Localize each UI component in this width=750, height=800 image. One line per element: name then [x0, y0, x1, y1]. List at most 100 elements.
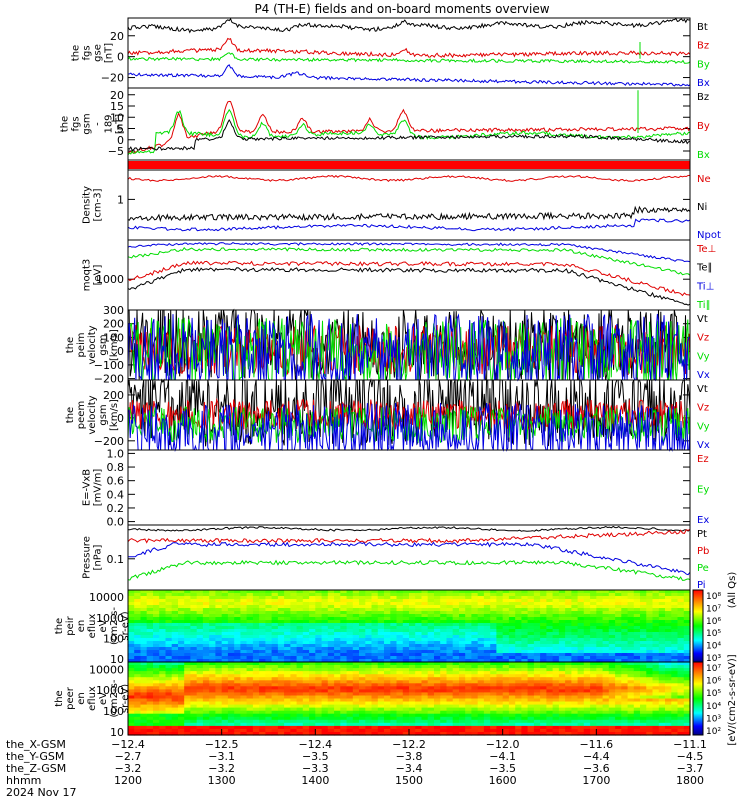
- electron-spectrogram-cells-cell: [171, 710, 179, 715]
- electron-spectrogram-cells-cell: [365, 701, 373, 706]
- ion-spectrogram-cells-cell: [640, 650, 647, 654]
- ion-spectrogram-cells-cell: [402, 614, 410, 618]
- ion-spectrogram-cells-cell: [446, 614, 454, 618]
- electron-spectrogram-cells-cell: [502, 692, 510, 696]
- electron-spectrogram-cells-cell: [621, 704, 629, 709]
- electron-spectrogram-cells-cell: [434, 692, 441, 696]
- electron-spectrogram-cells-cell: [390, 722, 398, 727]
- electron-spectrogram-cells-cell: [515, 668, 522, 672]
- electron-spectrogram-cells-cell: [277, 732, 285, 736]
- electron-spectrogram-cells-cell: [271, 662, 279, 666]
- ion-spectrogram-cells-cell: [577, 620, 585, 624]
- electron-spectrogram-cells-cell: [615, 695, 622, 700]
- ion-spectrogram-cells-cell: [377, 593, 385, 597]
- electron-spectrogram-cells-cell: [496, 683, 504, 687]
- ion-spectrogram-cells-cell: [396, 629, 404, 633]
- electron-spectrogram-cells-cell: [565, 722, 572, 727]
- ion-spectrogram-cells-cell: [128, 617, 135, 621]
- ytick-label-electron-velocity-2: −200: [94, 435, 124, 448]
- ion-spectrogram-cells-cell: [671, 629, 679, 633]
- ion-spectrogram-cells-cell: [546, 602, 554, 606]
- electron-spectrogram-cells-cell: [633, 680, 641, 684]
- ion-spectrogram-cells-cell: [215, 626, 223, 630]
- ion-spectrogram-cells-cell: [602, 629, 610, 633]
- ion-spectrogram-cells-cell: [302, 596, 310, 600]
- ion-spectrogram-cells-cell: [508, 650, 516, 654]
- ion-spectrogram-cells-cell: [452, 590, 460, 594]
- ion-spectrogram-cells-cell: [365, 602, 373, 606]
- electron-spectrogram-cells-cell: [627, 686, 635, 690]
- electron-spectrogram-cells-cell: [646, 707, 654, 712]
- electron-spectrogram-cells-cell: [190, 698, 198, 703]
- ion-spectrogram-cells-cell: [515, 614, 522, 618]
- ion-spectrogram-cells-cell: [665, 632, 672, 636]
- ion-spectrogram-cells-cell: [596, 611, 604, 615]
- ion-spectrogram-cells-cell: [340, 602, 348, 606]
- ion-spectrogram-cells-cell: [652, 593, 660, 597]
- ion-spectrogram-cells-cell: [277, 608, 285, 612]
- ion-spectrogram-cells-cell: [621, 659, 629, 663]
- ion-spectrogram-cells-cell: [421, 611, 429, 615]
- ion-spectrogram-cells-cell: [590, 629, 597, 633]
- ion-spectrogram-cells-cell: [665, 659, 672, 663]
- electron-spectrogram-cells-cell: [527, 704, 535, 709]
- electron-spectrogram-cells-cell: [215, 707, 223, 712]
- electron-spectrogram-cells-cell: [165, 722, 173, 727]
- ion-spectrogram-cells-cell: [459, 647, 466, 651]
- ion-spectrogram-cells-cell: [652, 602, 660, 606]
- ion-spectrogram-cells-cell: [558, 647, 566, 651]
- electron-spectrogram-cells-cell: [334, 725, 341, 730]
- ion-spectrogram-cells-cell: [590, 626, 597, 630]
- ion-spectrogram-cells-cell: [640, 605, 647, 609]
- electron-spectrogram-cells-cell: [596, 665, 604, 669]
- ion-spectrogram-cells-cell: [602, 656, 610, 660]
- ion-spectrogram-cells-cell: [658, 614, 666, 618]
- ion-spectrogram-cells-cell: [302, 659, 310, 663]
- ion-spectrogram-cells-cell: [159, 593, 166, 597]
- ion-spectrogram-cells-cell: [359, 629, 366, 633]
- ion-spectrogram-cells-cell: [128, 653, 135, 657]
- ytick-label-efield-3: 0.4: [107, 488, 125, 501]
- ytick-label-efield-4: 0.2: [107, 502, 125, 515]
- ion-spectrogram-cells-cell: [377, 638, 385, 642]
- ion-spectrogram-cells-cell: [490, 611, 497, 615]
- ion-spectrogram-cells-cell: [140, 593, 148, 597]
- ion-spectrogram-cells-cell: [483, 596, 491, 600]
- ion-spectrogram-cells-cell: [190, 605, 198, 609]
- ion-spectrogram-cells-cell: [515, 602, 522, 606]
- electron-spectrogram-cells-cell: [227, 716, 235, 721]
- electron-spectrogram-cells-cell: [583, 701, 591, 706]
- ion-spectrogram-cells-cell: [252, 608, 260, 612]
- ion-spectrogram-cells-cell: [371, 638, 379, 642]
- ion-spectrogram-cells-cell: [633, 647, 641, 651]
- electron-spectrogram-cells-cell: [483, 677, 491, 681]
- electron-spectrogram-cells-cell: [352, 683, 360, 687]
- electron-spectrogram-cells-cell: [546, 713, 554, 718]
- electron-spectrogram-cells-cell: [415, 686, 422, 690]
- ion-spectrogram-cells-cell: [128, 650, 135, 654]
- ion-spectrogram-cells-cell: [171, 644, 179, 648]
- ion-spectrogram-cells-cell: [271, 602, 279, 606]
- ion-spectrogram-cells-cell: [371, 632, 379, 636]
- ion-spectrogram-cells-cell: [277, 656, 285, 660]
- electron-spectrogram-cells-cell: [652, 728, 660, 733]
- electron-spectrogram-cells-cell: [153, 677, 160, 681]
- electron-spectrogram-cells-cell: [371, 677, 379, 681]
- ion-spectrogram-cells-cell: [359, 605, 366, 609]
- electron-spectrogram-cells-cell: [277, 698, 285, 703]
- electron-spectrogram-cells-cell: [178, 662, 185, 666]
- electron-spectrogram-cells-cell: [415, 689, 422, 693]
- ion-spectrogram-cells-cell: [658, 644, 666, 648]
- electron-spectrogram-cells-cell: [315, 692, 323, 696]
- ion-spectrogram-cells-cell: [321, 608, 329, 612]
- ion-spectrogram-cells-cell: [615, 593, 622, 597]
- electron-spectrogram-cells-cell: [521, 710, 529, 715]
- electron-spectrogram-cells-cell: [390, 732, 398, 736]
- ion-spectrogram-cells-cell: [271, 656, 279, 660]
- ion-spectrogram-cells-cell: [483, 647, 491, 651]
- ion-spectrogram-cells-cell: [409, 629, 416, 633]
- ion-spectrogram-cells-cell: [171, 614, 179, 618]
- ion-spectrogram-cells-cell: [546, 605, 554, 609]
- ion-spectrogram-cells-cell: [421, 635, 429, 639]
- ion-spectrogram-cells-cell: [384, 629, 391, 633]
